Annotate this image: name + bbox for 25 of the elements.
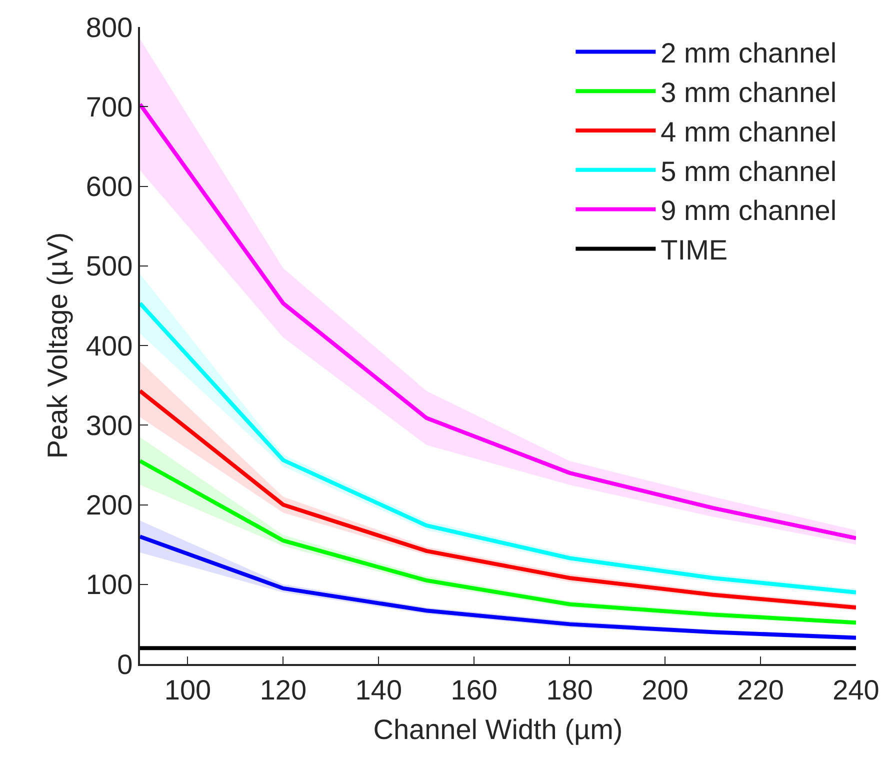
y-tick-label: 600 [86, 171, 133, 202]
y-tick-label: 300 [86, 410, 133, 441]
legend-label: TIME [660, 234, 728, 266]
y-tick-label: 400 [86, 330, 133, 362]
y-axis-title: Peak Voltage (µV) [42, 232, 74, 459]
x-tick-label: 220 [737, 674, 784, 706]
legend-label: 5 mm channel [660, 156, 837, 187]
y-tick-label: 200 [86, 490, 133, 521]
x-tick-label: 100 [164, 674, 212, 706]
y-tick-label: 800 [86, 12, 133, 43]
y-tick-label: 700 [86, 91, 133, 122]
x-tick-label: 180 [546, 674, 593, 706]
legend-label: 9 mm channel [660, 195, 837, 226]
y-tick-label: 0 [117, 648, 133, 680]
legend-label: 3 mm channel [660, 77, 837, 108]
x-tick-label: 120 [260, 674, 307, 706]
legend-label: 2 mm channel [660, 38, 837, 69]
x-tick-label: 240 [832, 674, 880, 706]
x-tick-label: 140 [355, 674, 402, 706]
y-tick-label: 500 [86, 250, 133, 282]
legend-label: 4 mm channel [660, 116, 837, 148]
y-tick-label: 100 [86, 569, 133, 600]
x-axis-title: Channel Width (µm) [373, 714, 623, 745]
x-tick-label: 160 [450, 674, 498, 706]
x-tick-label: 200 [642, 674, 688, 706]
